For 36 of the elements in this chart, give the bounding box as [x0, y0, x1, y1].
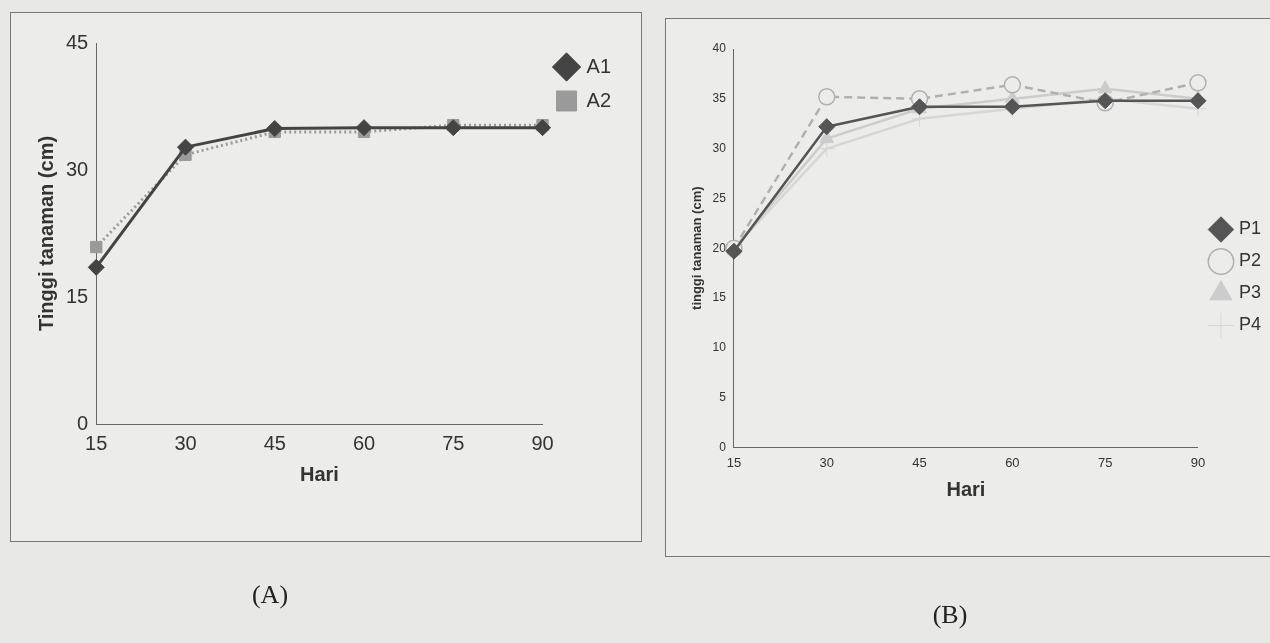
y-axis-title: Tinggi tanaman (cm) — [34, 135, 57, 332]
x-tick-label: 30 — [819, 454, 834, 470]
text: (B) — [931, 600, 969, 630]
x-tick-label: 30 — [174, 431, 197, 454]
x-axis-title: Hari — [299, 462, 339, 485]
y-tick-label: 15 — [66, 284, 89, 307]
legend-label: P2 — [1238, 250, 1262, 271]
legend-label: P3 — [1238, 282, 1262, 303]
x-tick-label: 45 — [912, 454, 927, 470]
legend-label: P1 — [1238, 218, 1262, 239]
y-tick-label: 25 — [712, 190, 727, 205]
y-tick-label: 5 — [719, 389, 727, 404]
y-axis-title: tinggi tanaman (cm) — [689, 186, 705, 310]
x-tick-label: 60 — [1005, 454, 1020, 470]
x-axis-title: Hari — [946, 477, 986, 500]
x-tick-label: 45 — [263, 431, 286, 454]
y-tick-label: 40 — [712, 41, 727, 56]
y-tick-label: 20 — [712, 240, 727, 255]
y-tick-label: 15 — [712, 290, 727, 305]
x-tick-label: 75 — [442, 431, 465, 454]
x-tick-label: 90 — [531, 431, 554, 454]
y-tick-label: 30 — [712, 140, 727, 155]
y-tick-label: 45 — [66, 30, 89, 53]
legend-label: P4 — [1238, 314, 1262, 335]
legend-label: A2 — [586, 88, 612, 111]
y-tick-label: 0 — [719, 439, 727, 454]
y-tick-label: 10 — [712, 340, 727, 355]
x-tick-label: 90 — [1190, 454, 1206, 470]
x-tick-label: 60 — [352, 431, 376, 454]
text: (A) — [250, 580, 290, 610]
x-tick-label: 75 — [1097, 454, 1113, 470]
y-tick-label: 0 — [77, 411, 89, 434]
y-tick-label: 30 — [66, 157, 89, 180]
x-tick-label: 15 — [85, 431, 108, 454]
y-tick-label: 35 — [712, 91, 727, 106]
legend-label: A1 — [586, 54, 612, 77]
